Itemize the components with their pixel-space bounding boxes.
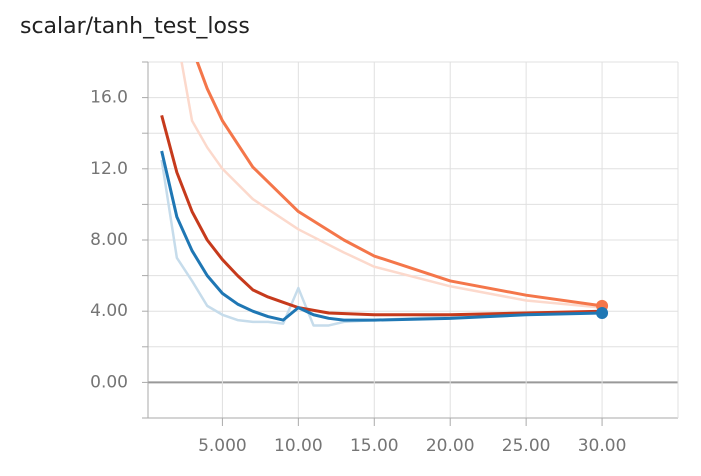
chart-title: scalar/tanh_test_loss <box>20 14 250 39</box>
y-tick-label: 0.00 <box>90 372 128 392</box>
x-tick-label: 25.00 <box>502 436 551 456</box>
grid: 0.00 4.00 8.00 12.0 16.0 5.000 10.00 15.00 20.00… <box>90 61 679 456</box>
y-tick-label: 4.00 <box>90 301 128 321</box>
series-line <box>180 62 603 309</box>
x-tick-label: 15.00 <box>350 436 399 456</box>
series-line <box>160 115 603 317</box>
series-line <box>160 150 603 322</box>
x-tick-label: 20.00 <box>426 436 475 456</box>
x-tick-label: 10.00 <box>274 436 323 456</box>
series-line <box>195 62 603 308</box>
markers <box>596 299 609 319</box>
y-tick-label: 16.0 <box>90 88 128 108</box>
y-tick-label: 12.0 <box>90 159 128 179</box>
x-tick-label: 30.00 <box>578 436 627 456</box>
end-marker <box>596 306 609 319</box>
plot-area <box>160 62 603 327</box>
y-tick-label: 8.00 <box>90 230 128 250</box>
x-tick-label: 5.000 <box>198 436 247 456</box>
